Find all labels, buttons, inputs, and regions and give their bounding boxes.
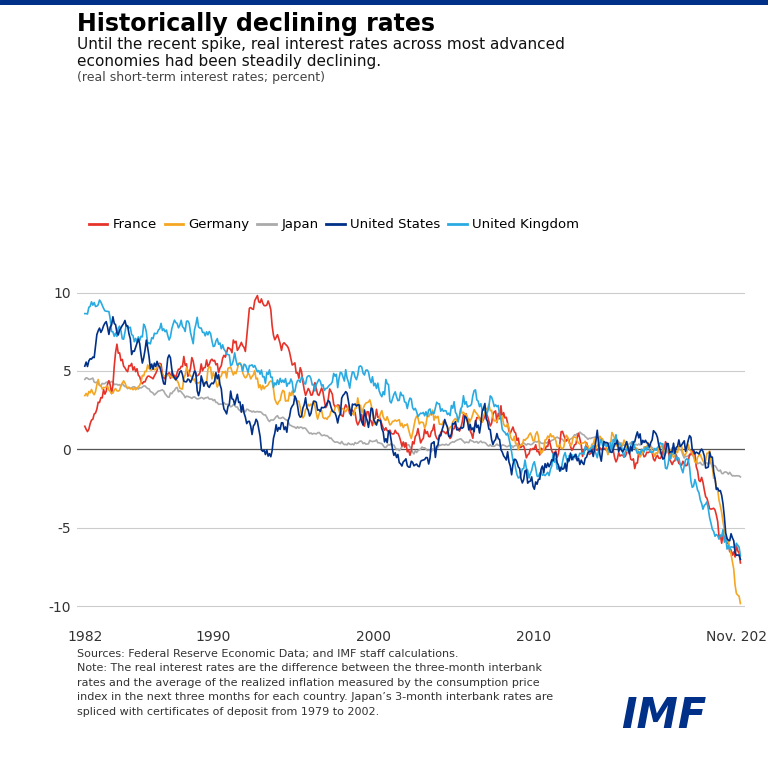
Text: Until the recent spike, real interest rates across most advanced: Until the recent spike, real interest ra… — [77, 37, 564, 52]
Legend: France, Germany, Japan, United States, United Kingdom: France, Germany, Japan, United States, U… — [84, 213, 584, 237]
Text: (real short-term interest rates; percent): (real short-term interest rates; percent… — [77, 71, 325, 84]
Text: Sources: Federal Reserve Economic Data; and IMF staff calculations.
Note: The re: Sources: Federal Reserve Economic Data; … — [77, 649, 553, 717]
Text: Historically declining rates: Historically declining rates — [77, 12, 435, 35]
Text: economies had been steadily declining.: economies had been steadily declining. — [77, 54, 381, 69]
Text: IMF: IMF — [621, 695, 707, 737]
